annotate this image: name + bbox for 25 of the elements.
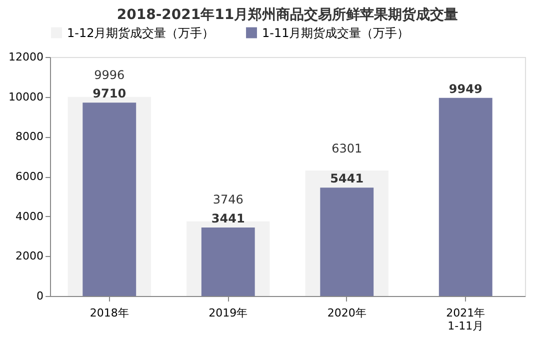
data-label: 5441 <box>330 172 364 186</box>
chart-title: 2018-2021年11月郑州商品交易所鲜苹果期货成交量 <box>116 6 458 23</box>
y-tick-label: 4000 <box>16 210 44 223</box>
x-tick-label: 2019年 <box>208 306 248 320</box>
y-tick-label: 8000 <box>16 130 44 144</box>
y-tick-label: 6000 <box>16 170 44 183</box>
bar <box>438 98 492 296</box>
bar <box>82 102 136 296</box>
data-label: 6301 <box>332 142 362 156</box>
y-tick-label: 12000 <box>8 50 44 64</box>
y-tick-label: 2000 <box>16 250 44 263</box>
data-label: 9996 <box>94 68 125 82</box>
x-tick-label: 2021年 1-11月 <box>446 306 486 332</box>
bar <box>320 188 374 296</box>
y-tick-label: 0 <box>36 290 44 302</box>
data-label: 9710 <box>92 86 126 101</box>
y-tick-label: 10000 <box>8 90 44 104</box>
x-tick-label: 2020年 <box>327 306 366 320</box>
legend-label: 1-11月期货成交量（万手） <box>262 26 410 40</box>
data-label: 3441 <box>211 211 245 226</box>
bar <box>201 227 255 296</box>
data-label: 9949 <box>448 82 482 96</box>
data-label: 3746 <box>212 192 244 206</box>
x-tick-label: 2018年 <box>90 306 129 320</box>
legend-label: 1-12月期货成交量（万手） <box>67 26 214 40</box>
